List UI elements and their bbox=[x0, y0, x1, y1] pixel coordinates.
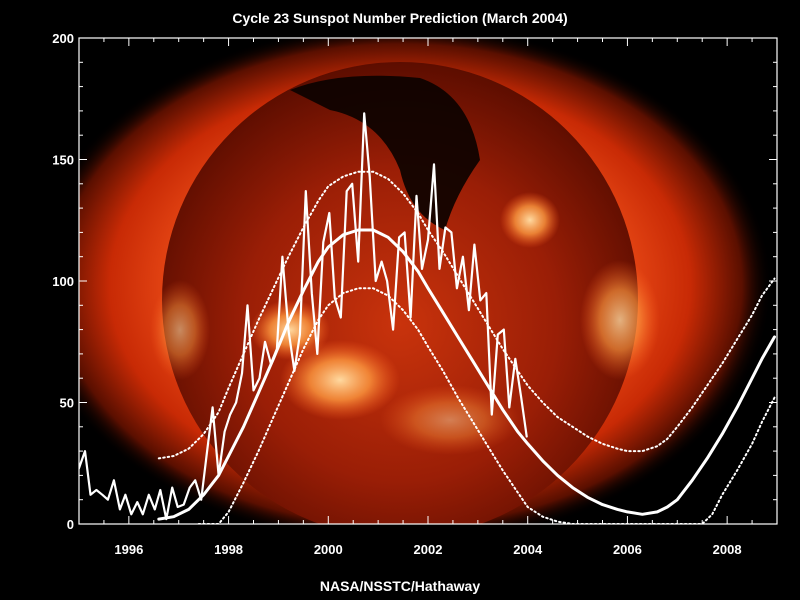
x-tick-label: 2000 bbox=[314, 542, 343, 557]
series-line-dotted-upper bbox=[157, 170, 776, 460]
x-tick-label: 2008 bbox=[713, 542, 742, 557]
data-series bbox=[79, 112, 776, 524]
x-tick-label: 2004 bbox=[513, 542, 543, 557]
y-tick-label: 100 bbox=[52, 274, 74, 289]
y-tick-label: 50 bbox=[60, 396, 74, 411]
x-tick-label: 1998 bbox=[214, 542, 243, 557]
series-line-solid-thick bbox=[157, 228, 776, 521]
solar-background bbox=[79, 38, 777, 524]
series-line-dotted-lower bbox=[197, 287, 776, 524]
series-line-solid-thin bbox=[79, 112, 528, 521]
chart-title: Cycle 23 Sunspot Number Prediction (Marc… bbox=[232, 10, 568, 26]
credit-label: NASA/NSSTC/Hathaway bbox=[319, 578, 481, 594]
y-tick-label: 150 bbox=[52, 153, 74, 168]
y-tick-label: 200 bbox=[52, 31, 74, 46]
y-tick-label: 0 bbox=[67, 517, 74, 532]
x-tick-label: 1996 bbox=[114, 542, 143, 557]
x-tick-label: 2006 bbox=[613, 542, 642, 557]
x-tick-label: 2002 bbox=[414, 542, 443, 557]
